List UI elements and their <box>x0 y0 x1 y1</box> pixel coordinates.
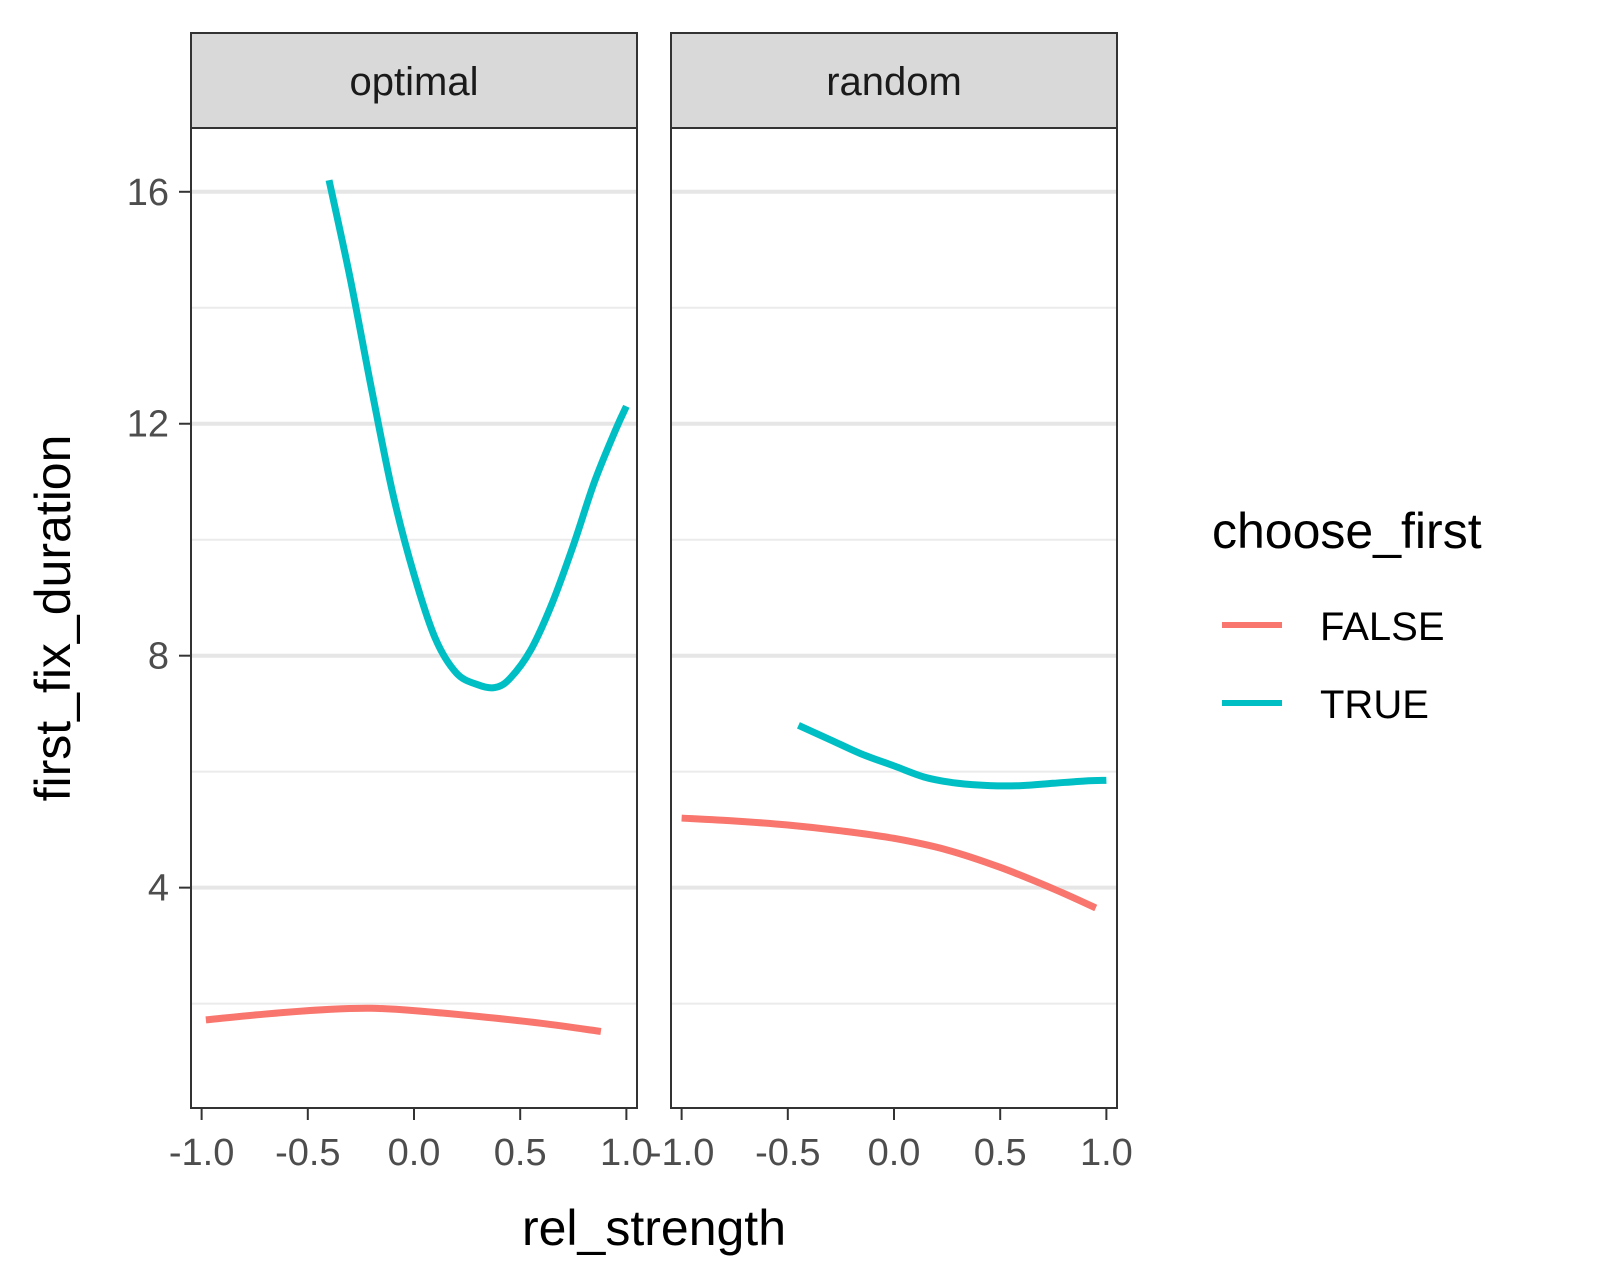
y-axis: 4 8 12 16 <box>127 172 191 910</box>
legend-label-true: TRUE <box>1320 683 1429 727</box>
x-axis-title: rel_strength <box>522 1200 786 1256</box>
y-tick-label-16: 16 <box>127 172 169 214</box>
y-axis-title: first_fix_duration <box>25 435 81 802</box>
series-group-optimal <box>205 179 630 1035</box>
x-tick-label-random-1: -0.5 <box>755 1132 820 1174</box>
gridlines-optimal <box>191 189 637 1005</box>
x-tick-label-optimal-3: 0.5 <box>494 1132 547 1174</box>
series-line-random-true <box>796 722 1107 790</box>
legend-title: choose_first <box>1212 503 1482 559</box>
x-tick-label-random-2: 0.0 <box>868 1132 921 1174</box>
series-line-random-false <box>681 814 1098 912</box>
x-tick-label-random-0: -1.0 <box>649 1132 714 1174</box>
y-tick-label-12: 12 <box>127 404 169 446</box>
facet-panel-random: random -1.0 -0.5 0.0 0.5 1.0 <box>649 32 1133 1174</box>
x-tick-label-random-4: 1.0 <box>1080 1132 1133 1174</box>
x-tick-label-optimal-4: 1.0 <box>600 1132 653 1174</box>
y-tick-label-4: 4 <box>148 868 169 910</box>
x-tick-label-optimal-2: 0.0 <box>388 1132 441 1174</box>
x-axis-random: -1.0 -0.5 0.0 0.5 1.0 <box>649 1108 1133 1174</box>
x-tick-label-random-3: 0.5 <box>974 1132 1027 1174</box>
legend-label-false: FALSE <box>1320 605 1445 649</box>
facet-panel-optimal: optimal -1.0 -0.5 0.0 0.5 1.0 <box>169 32 653 1174</box>
y-tick-label-8: 8 <box>148 636 169 678</box>
series-group-random <box>681 722 1107 912</box>
series-line-optimal-false <box>205 1004 602 1035</box>
legend: choose_first FALSE TRUE <box>1212 503 1482 727</box>
x-axis-optimal: -1.0 -0.5 0.0 0.5 1.0 <box>169 1108 653 1174</box>
facet-strip-label-random: random <box>826 60 962 104</box>
x-tick-label-optimal-1: -0.5 <box>275 1132 340 1174</box>
facet-strip-optimal <box>190 32 638 129</box>
x-tick-label-optimal-0: -1.0 <box>169 1132 234 1174</box>
series-line-optimal-true <box>325 179 630 692</box>
facet-strip-label-optimal: optimal <box>350 60 479 104</box>
